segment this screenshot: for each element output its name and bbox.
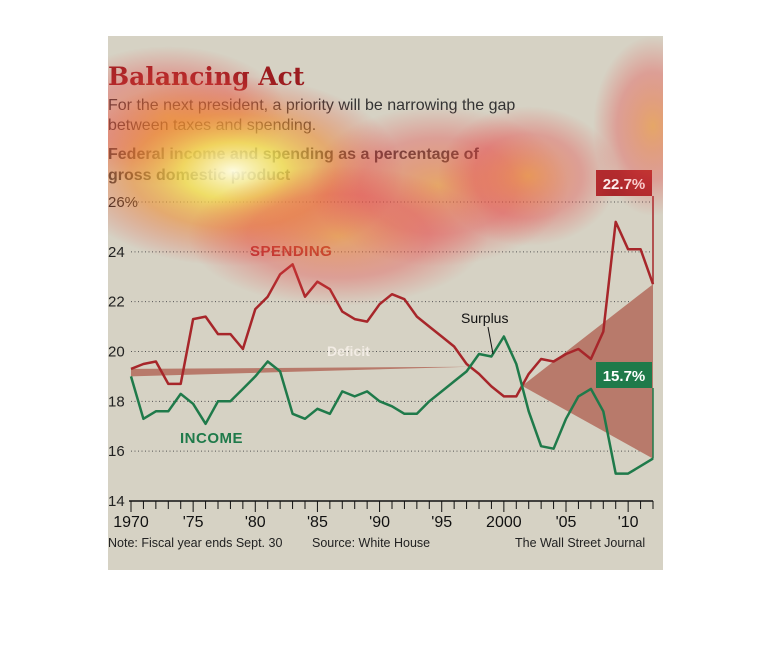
xtick-label-1990: '90 bbox=[369, 514, 390, 531]
xtick-label-2000: 2000 bbox=[486, 514, 522, 531]
xtick-label-1975: '75 bbox=[183, 514, 204, 531]
income-end-tag-label: 15.7% bbox=[603, 368, 646, 385]
surplus-leader bbox=[487, 326, 494, 355]
ytick-label-20: 20 bbox=[108, 344, 125, 361]
xtick-label-2005: '05 bbox=[556, 514, 577, 531]
ytick-label-18: 18 bbox=[108, 393, 125, 410]
surplus-area bbox=[470, 366, 523, 386]
chart-subtitle: For the next president, a priority will … bbox=[108, 97, 516, 134]
xtick-label-1995: '95 bbox=[431, 514, 452, 531]
deficit-label: Deficit bbox=[327, 343, 370, 359]
ytick-label-24: 24 bbox=[108, 244, 125, 261]
chart-panel: 14 16 18 20 22 24 26% 1970 '75 '80 '85 '90 '95 2000 '0… bbox=[108, 36, 663, 570]
credit-note: The Wall Street Journal bbox=[515, 536, 646, 550]
chart-title: Balancing Act bbox=[108, 62, 305, 91]
surplus-label: Surplus bbox=[461, 310, 508, 326]
spending-end-tag-label: 22.7% bbox=[603, 176, 646, 193]
income-end-tag: 15.7% bbox=[596, 362, 654, 459]
xtick-label-1985: '85 bbox=[307, 514, 328, 531]
xtick-label-1970: 1970 bbox=[113, 514, 149, 531]
ytick-label-14: 14 bbox=[108, 493, 125, 510]
deficit-area bbox=[131, 366, 470, 377]
ytick-label-16: 16 bbox=[108, 443, 125, 460]
chart-description: Federal income and spending as a percent… bbox=[108, 146, 479, 184]
income-series-label: INCOME bbox=[180, 430, 243, 447]
xtick-label-2010: '10 bbox=[618, 514, 639, 531]
income-line bbox=[129, 335, 654, 475]
deficit-area bbox=[522, 284, 653, 459]
income-end-tag-box bbox=[596, 362, 652, 388]
spending-end-tag: 22.7% bbox=[596, 170, 654, 285]
footnote: Note: Fiscal year ends Sept. 30 bbox=[108, 536, 283, 550]
xtick-label-1980: '80 bbox=[245, 514, 266, 531]
source-note: Source: White House bbox=[312, 536, 431, 550]
spending-series-label: SPENDING bbox=[250, 243, 332, 260]
ytick-label-26: 26% bbox=[108, 194, 138, 211]
ytick-label-22: 22 bbox=[108, 294, 125, 311]
